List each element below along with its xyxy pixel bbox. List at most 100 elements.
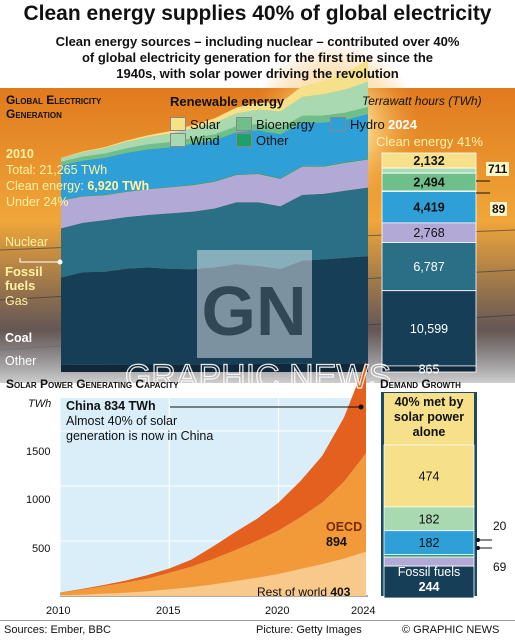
stack-2024-segment: [381, 242, 477, 292]
demand-fossil-name: Fossil fuels: [397, 565, 461, 579]
oecd-label: OECD 894: [326, 520, 362, 550]
area-series-bioenergy: [61, 106, 368, 166]
solar-area-rest-of-world: [60, 551, 366, 596]
stack-2024-value-label: 2,768: [413, 226, 444, 240]
solar-capacity-area-chart: [60, 361, 366, 596]
legend-label: Other: [256, 133, 289, 148]
legend-item-hydro: Hydro: [330, 117, 385, 132]
demand-fossil-value: 244: [418, 580, 440, 594]
watermark-text: GRAPHIC NEWS: [125, 358, 391, 396]
subtitle-line: 1940s, with solar power driving the revo…: [116, 66, 399, 81]
legend-item-wind: Wind: [170, 133, 220, 148]
renewables-label: Renewable energy: [170, 94, 285, 109]
subtitle-line: Clean energy sources – including nuclear…: [55, 34, 460, 49]
legend-swatch: [170, 117, 186, 131]
solar-area-oecd: [60, 453, 366, 596]
generation-heading-line: Generation: [6, 107, 62, 121]
demand-note-line: alone: [412, 425, 446, 439]
demand-value-label: 474: [419, 470, 440, 484]
solar-area-china: [60, 361, 366, 593]
callout-wind-711: 711: [486, 162, 510, 176]
rest-of-world-label: Rest of world 403: [257, 585, 350, 599]
solar-heading: Solar Power Generating Capacity: [6, 377, 179, 391]
generation-area-chart: [61, 59, 368, 372]
solar-ytick-500: 500: [32, 543, 51, 555]
legend-label: Bioenergy: [256, 117, 315, 132]
units-label: Terrawatt hours (TWh): [362, 94, 482, 108]
label-fossil: Fossil: [5, 264, 43, 279]
generation-2024-stacked-bar: 2,132 2,494 4,419 2,768 6,787 10,599 865: [381, 152, 477, 376]
area-series-coal: [61, 256, 368, 365]
demand-value-label: 182: [419, 512, 440, 526]
generation-heading-line: Global Electricity: [6, 93, 102, 107]
start-2010-note: 2010 Total: 21,265 TWh Clean energy: 6,9…: [6, 146, 149, 210]
demand-heading: Demand Growth: [380, 377, 461, 391]
demand-callout-nuclear: 69: [493, 560, 507, 574]
legend-label: Solar: [190, 117, 221, 132]
note-clean: Clean energy: 6,920 TWh: [6, 178, 149, 194]
stack-2024-segment: [381, 365, 477, 373]
oecd-name: OECD: [326, 520, 363, 534]
stack-2024-segment: [381, 191, 477, 224]
stack-2024-segment: [381, 290, 477, 367]
note-clean-prefix: Clean energy:: [6, 179, 88, 193]
area-series-gas: [61, 187, 368, 278]
callout-other-89: 89: [490, 202, 508, 216]
legend-label: Hydro: [350, 117, 385, 132]
stack-2024-value-label: 4,419: [413, 201, 444, 215]
area-series-hydro: [61, 113, 368, 201]
legend-item-bioenergy: Bioenergy: [236, 117, 315, 132]
solar-ytick-1000: 1000: [26, 494, 51, 506]
clean-energy-2024-label: Clean energy 41%: [376, 134, 483, 149]
demand-note-line: solar power: [393, 410, 465, 424]
year-2024-label: 2024: [388, 117, 417, 132]
generation-heading: Global Electricity Generation: [6, 93, 101, 121]
note-under: Under 24%: [6, 195, 69, 209]
solar-xtick-2020: 2020: [265, 605, 290, 617]
footer-credit: © GRAPHIC NEWS: [402, 624, 500, 636]
label-fuels: fuels: [5, 278, 36, 293]
label-gas: Gas: [5, 294, 28, 308]
stack-2024-value-label: 2,132: [413, 154, 444, 168]
demand-fossil-label: Fossil fuels 244: [384, 565, 474, 595]
stack-2024-value-label: 10,599: [410, 322, 448, 336]
stack-2024-value-label: 865: [419, 362, 440, 376]
china-note-line: Almost 40% of solar: [66, 414, 178, 428]
demand-growth-stacked-bar: 474 182 182: [383, 393, 475, 599]
demand-callout-other: 20: [493, 519, 507, 533]
stack-2024-value-label: 6,787: [413, 260, 444, 274]
graphic-news-logo-watermark: GN: [197, 250, 312, 358]
china-note: Almost 40% of solar generation is now in…: [66, 414, 213, 444]
legend-item-solar: Solar: [170, 117, 220, 132]
china-note-line: generation is now in China: [66, 429, 214, 443]
demand-segment: [383, 565, 475, 599]
demand-note-background: [384, 393, 474, 445]
legend-swatch: [236, 117, 252, 131]
label-coal: Coal: [5, 331, 33, 345]
stack-2024-value-label: 2,494: [413, 176, 444, 190]
subtitle-line: of global electricity generation for the…: [81, 50, 434, 65]
demand-note: 40% met by solar power alone: [386, 395, 472, 440]
legend-item-other: Other: [236, 133, 289, 148]
legend-swatch: [236, 133, 252, 147]
area-series-nuclear: [61, 159, 368, 229]
note-total: Total: 21,265 TWh: [6, 163, 108, 177]
note-year: 2010: [6, 147, 34, 161]
solar-xtick-2010: 2010: [46, 605, 71, 617]
label-nuclear: Nuclear: [5, 235, 49, 249]
legend-swatch: [330, 117, 346, 131]
area-series-wind: [61, 81, 368, 162]
stack-2024-segment: [381, 167, 477, 174]
leader-lines: [19, 180, 492, 550]
demand-value-label: 182: [419, 536, 440, 550]
rest-of-world-name: Rest of world: [257, 585, 331, 599]
solar-xtick-2015: 2015: [156, 605, 181, 617]
label-other: Other: [5, 354, 37, 368]
solar-xtick-2024: 2024: [351, 605, 376, 617]
area-series-other: [61, 363, 368, 372]
rest-of-world-value: 403: [330, 585, 351, 599]
legend-swatch: [170, 133, 186, 147]
note-clean-value: 6,920 TWh: [87, 179, 150, 193]
